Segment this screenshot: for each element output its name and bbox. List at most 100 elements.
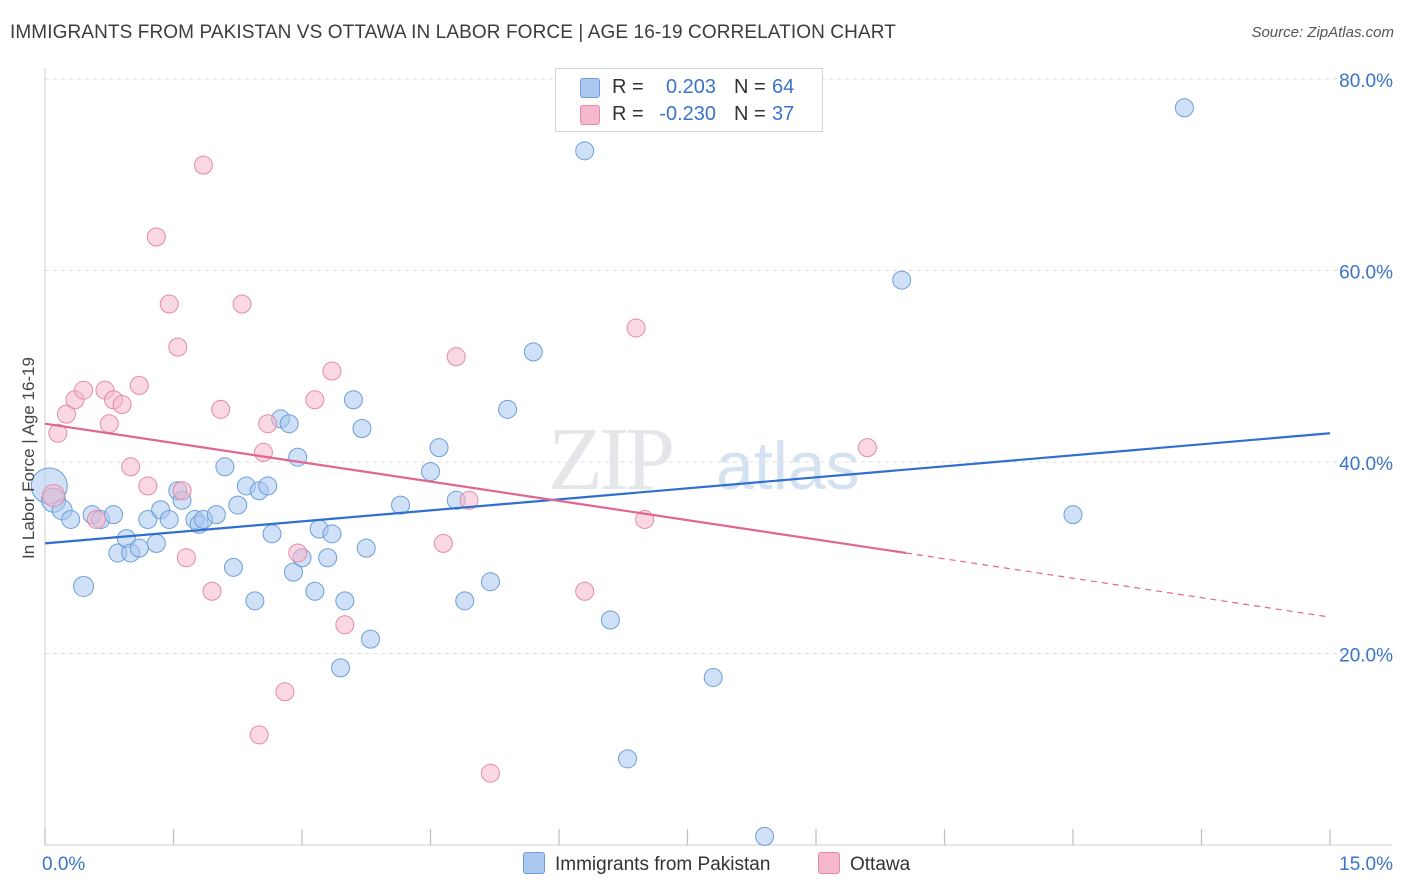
n-label: N = [734,103,766,125]
point-ottawa [99,414,119,434]
point-pakistan [343,390,363,410]
point-pakistan [322,524,342,544]
point-pakistan [215,457,235,477]
y-tick-label: 20.0% [1339,646,1393,667]
point-pakistan [1063,505,1083,525]
y-tick-label: 80.0% [1339,71,1393,92]
point-pakistan [318,548,338,568]
point-pakistan [618,749,638,769]
point-ottawa [626,318,646,338]
n-value: 64 [772,76,795,98]
point-pakistan [575,141,595,161]
n-value: 37 [772,103,795,125]
point-ottawa [433,533,453,553]
point-pakistan [138,509,158,529]
point-pakistan [600,610,620,630]
point-pakistan [523,342,543,362]
point-ottawa [322,361,342,381]
y-tick-label: 40.0% [1339,454,1393,475]
point-pakistan [356,538,376,558]
point-ottawa [275,682,295,702]
legend-item-pakistan: Immigrants from Pakistan [523,852,770,876]
legend-swatch-pakistan [523,852,545,874]
point-ottawa [42,484,66,508]
point-pakistan [352,418,372,438]
point-pakistan [755,826,775,846]
n-label: N = [734,76,766,98]
point-pakistan [331,658,351,678]
x-tick-label: 15.0% [1339,854,1393,875]
point-ottawa [121,457,141,477]
y-tick-label: 60.0% [1339,263,1393,284]
point-ottawa [138,476,158,496]
stats-box: R = 0.203 N = 64 R = -0.230 N = 37 [555,68,823,132]
tick-labels: 20.0% 40.0% 60.0% 80.0% 0.0% 15.0% [42,71,1393,875]
point-pakistan [258,476,278,496]
point-ottawa [211,399,231,419]
trend-line-ottawa [44,422,907,555]
data-points [30,98,1194,846]
stats-swatch-pakistan [580,78,600,98]
point-pakistan [1174,98,1194,118]
point-pakistan [429,438,449,458]
point-pakistan [498,399,518,419]
point-pakistan [335,591,355,611]
point-ottawa [112,395,132,415]
legend-swatch-ottawa [818,852,840,874]
point-pakistan [159,509,179,529]
point-ottawa [459,490,479,510]
point-pakistan [391,495,411,515]
point-ottawa [74,380,94,400]
r-value: -0.230 [659,103,716,125]
x-tick-label: 0.0% [42,854,85,875]
source-label: Source: ZipAtlas.com [1251,24,1394,41]
point-ottawa [258,414,278,434]
legend-label: Immigrants from Pakistan [555,854,771,875]
point-ottawa [202,581,222,601]
point-ottawa [56,404,76,424]
watermark-atlas: atlas [716,428,860,504]
chart-title: IMMIGRANTS FROM PAKISTAN VS OTTAWA IN LA… [10,22,896,43]
point-ottawa [480,763,500,783]
point-ottawa [159,294,179,314]
point-ottawa [575,581,595,601]
point-pakistan [455,591,475,611]
point-pakistan [480,572,500,592]
point-ottawa [129,375,149,395]
point-pakistan [892,270,912,290]
point-ottawa [288,543,308,563]
point-ottawa [193,155,213,175]
trend-lines [44,422,1331,618]
r-label: R = [612,103,644,125]
point-ottawa [305,390,325,410]
legend-label: Ottawa [850,854,911,875]
point-pakistan [283,562,303,582]
point-pakistan [279,414,299,434]
point-ottawa [335,615,355,635]
y-axis-label: In Labor Force | Age 16-19 [19,357,38,559]
point-ottawa [232,294,252,314]
point-pakistan [245,591,265,611]
grid [45,78,1392,654]
stats-swatch-ottawa [580,105,600,125]
point-pakistan [206,505,226,525]
point-ottawa [146,227,166,247]
legend-item-ottawa: Ottawa [818,852,910,876]
point-ottawa [168,337,188,357]
trend-line-pakistan [44,432,1331,545]
r-value: 0.203 [665,76,716,98]
point-ottawa [86,509,106,529]
point-ottawa [446,347,466,367]
watermark-zip: ZIP [548,410,672,509]
point-pakistan [421,462,440,482]
point-pakistan [146,533,166,553]
point-pakistan [223,557,243,577]
point-pakistan [361,629,381,649]
point-pakistan [305,581,325,601]
point-ottawa [249,725,269,745]
point-pakistan [61,509,81,529]
point-ottawa [172,481,192,501]
trend-line-ottawa-extension [905,552,1331,618]
point-pakistan [129,538,149,558]
